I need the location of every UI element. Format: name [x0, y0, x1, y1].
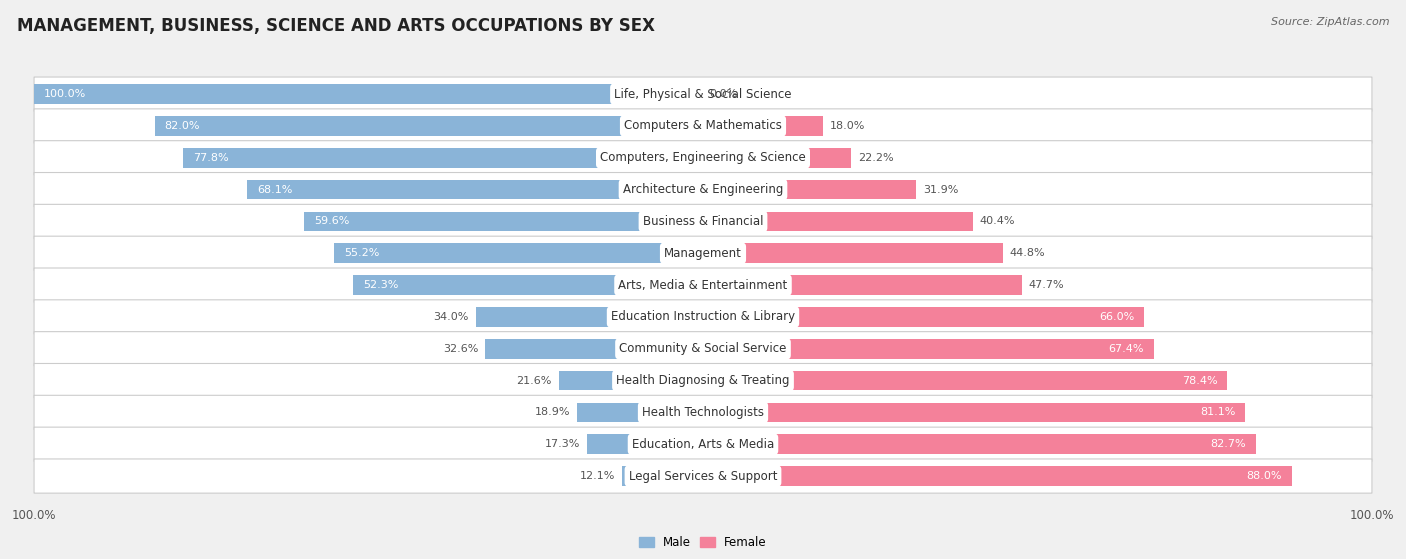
- Text: 78.4%: 78.4%: [1181, 376, 1218, 386]
- FancyBboxPatch shape: [34, 427, 1372, 461]
- Text: 68.1%: 68.1%: [257, 184, 292, 195]
- Text: 82.0%: 82.0%: [165, 121, 200, 131]
- Text: 81.1%: 81.1%: [1201, 408, 1236, 418]
- Legend: Male, Female: Male, Female: [634, 532, 772, 554]
- Text: 18.9%: 18.9%: [534, 408, 569, 418]
- Text: 59.6%: 59.6%: [315, 216, 350, 226]
- Text: 44.8%: 44.8%: [1010, 248, 1045, 258]
- Bar: [703, 116, 824, 136]
- Bar: [703, 211, 973, 231]
- Text: Computers, Engineering & Science: Computers, Engineering & Science: [600, 151, 806, 164]
- Text: Management: Management: [664, 247, 742, 260]
- FancyBboxPatch shape: [34, 331, 1372, 366]
- Text: Education Instruction & Library: Education Instruction & Library: [612, 310, 794, 324]
- Bar: [703, 371, 1227, 390]
- Bar: [703, 339, 1154, 359]
- Bar: [703, 243, 1002, 263]
- Bar: [34, 84, 703, 104]
- Text: Arts, Media & Entertainment: Arts, Media & Entertainment: [619, 278, 787, 292]
- FancyBboxPatch shape: [34, 236, 1372, 271]
- FancyBboxPatch shape: [34, 205, 1372, 239]
- Text: 31.9%: 31.9%: [924, 184, 959, 195]
- Bar: [703, 466, 1292, 486]
- Text: 40.4%: 40.4%: [980, 216, 1015, 226]
- Bar: [247, 180, 703, 200]
- Text: 34.0%: 34.0%: [433, 312, 468, 322]
- FancyBboxPatch shape: [34, 77, 1372, 111]
- Text: Education, Arts & Media: Education, Arts & Media: [631, 438, 775, 451]
- FancyBboxPatch shape: [34, 141, 1372, 175]
- Text: 77.8%: 77.8%: [193, 153, 228, 163]
- Bar: [155, 116, 703, 136]
- FancyBboxPatch shape: [34, 459, 1372, 493]
- Text: 22.2%: 22.2%: [858, 153, 894, 163]
- Text: Architecture & Engineering: Architecture & Engineering: [623, 183, 783, 196]
- Bar: [353, 275, 703, 295]
- Text: 67.4%: 67.4%: [1108, 344, 1144, 354]
- Bar: [703, 180, 917, 200]
- Bar: [703, 275, 1022, 295]
- Text: 55.2%: 55.2%: [344, 248, 380, 258]
- Text: 47.7%: 47.7%: [1029, 280, 1064, 290]
- Text: 0.0%: 0.0%: [710, 89, 738, 99]
- Bar: [183, 148, 703, 168]
- Text: Computers & Mathematics: Computers & Mathematics: [624, 120, 782, 132]
- Text: 18.0%: 18.0%: [830, 121, 866, 131]
- Text: 100.0%: 100.0%: [44, 89, 86, 99]
- Text: Legal Services & Support: Legal Services & Support: [628, 470, 778, 482]
- Bar: [703, 307, 1144, 327]
- Bar: [703, 148, 852, 168]
- Bar: [475, 307, 703, 327]
- Bar: [558, 371, 703, 390]
- Text: Community & Social Service: Community & Social Service: [619, 342, 787, 355]
- Text: 88.0%: 88.0%: [1246, 471, 1282, 481]
- FancyBboxPatch shape: [34, 395, 1372, 429]
- Text: 82.7%: 82.7%: [1211, 439, 1246, 449]
- Bar: [621, 466, 703, 486]
- Text: Health Diagnosing & Treating: Health Diagnosing & Treating: [616, 374, 790, 387]
- Text: 66.0%: 66.0%: [1099, 312, 1135, 322]
- Text: 52.3%: 52.3%: [363, 280, 398, 290]
- Text: Source: ZipAtlas.com: Source: ZipAtlas.com: [1271, 17, 1389, 27]
- Bar: [703, 434, 1256, 454]
- Bar: [304, 211, 703, 231]
- Text: Business & Financial: Business & Financial: [643, 215, 763, 228]
- FancyBboxPatch shape: [34, 363, 1372, 397]
- Text: 32.6%: 32.6%: [443, 344, 478, 354]
- Text: MANAGEMENT, BUSINESS, SCIENCE AND ARTS OCCUPATIONS BY SEX: MANAGEMENT, BUSINESS, SCIENCE AND ARTS O…: [17, 17, 655, 35]
- FancyBboxPatch shape: [34, 109, 1372, 143]
- Bar: [333, 243, 703, 263]
- Bar: [588, 434, 703, 454]
- FancyBboxPatch shape: [34, 173, 1372, 207]
- FancyBboxPatch shape: [34, 268, 1372, 302]
- Text: Life, Physical & Social Science: Life, Physical & Social Science: [614, 88, 792, 101]
- Text: 12.1%: 12.1%: [581, 471, 616, 481]
- Text: 17.3%: 17.3%: [546, 439, 581, 449]
- Bar: [485, 339, 703, 359]
- Text: Health Technologists: Health Technologists: [643, 406, 763, 419]
- Bar: [576, 402, 703, 422]
- Bar: [703, 402, 1246, 422]
- FancyBboxPatch shape: [34, 300, 1372, 334]
- Text: 21.6%: 21.6%: [516, 376, 551, 386]
